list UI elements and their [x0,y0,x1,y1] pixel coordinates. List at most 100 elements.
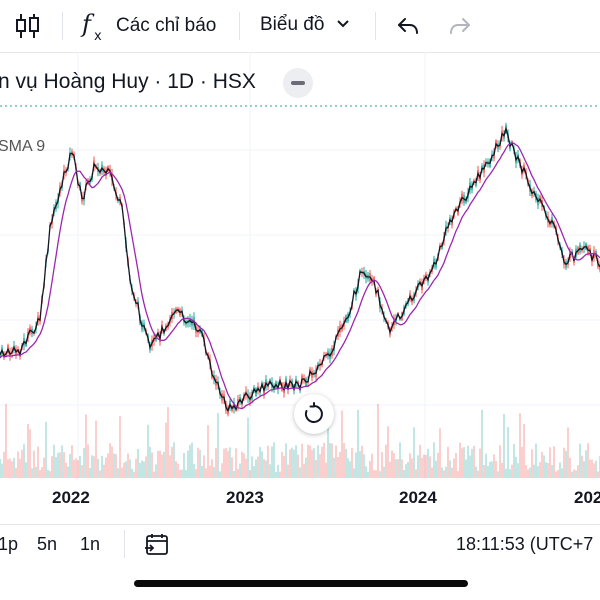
volume-bar [535,443,537,478]
range-button-1n[interactable]: 1n [80,534,101,554]
volume-bar [577,465,579,478]
volume-bar [71,445,73,478]
volume-bar [401,459,403,478]
volume-bar [313,448,315,478]
volume-bar [155,464,157,478]
volume-bar [491,461,493,478]
volume-bar [239,463,241,478]
time-axis[interactable] [0,480,600,518]
volume-bar [317,445,319,478]
volume-bar [533,464,535,478]
volume-bar [221,463,223,478]
volume-bar [591,459,593,478]
volume-bar [527,469,529,478]
volume-bar [173,442,175,478]
volume-bar [159,450,161,478]
volume-bar [61,445,63,478]
volume-bar [177,463,179,478]
chart-canvas[interactable] [0,52,600,482]
volume-bar [273,442,275,478]
volume-bar [107,453,109,478]
volume-bar [551,465,553,478]
volume-bar [431,467,433,478]
volume-bar [561,468,563,478]
volume-bar [449,460,451,478]
volume-bar [197,447,199,478]
volume-bar [459,442,461,478]
volume-bar [1,463,3,478]
volume-bar [139,463,141,478]
volume-bar [435,460,437,478]
volume-bar [409,453,411,478]
volume-bar [357,409,359,478]
price-candles [0,122,600,417]
volume-bar [81,465,83,478]
volume-bar [463,447,465,478]
redo-icon[interactable] [448,14,472,38]
timezone-clock[interactable]: 18:11:53 (UTC+7 [456,534,594,554]
volume-bar [441,467,443,478]
volume-bar [305,457,307,478]
volume-bar [5,403,7,478]
volume-bar [21,449,23,478]
volume-bar [277,464,279,478]
volume-bar [553,446,555,478]
volume-bar [69,454,71,478]
volume-bar [63,452,65,478]
sma-legend-label[interactable]: SMA 9 [0,138,46,155]
volume-bar [293,449,295,478]
volume-bar [447,446,449,478]
volume-bar [283,455,285,478]
volume-bar [325,462,327,478]
symbol-title[interactable]: n vụ Hoàng Huy · 1D · HSX [0,70,256,93]
volume-bar [497,471,499,478]
range-button-1p[interactable]: 1p [0,534,19,554]
volume-bar [345,448,347,478]
volume-bar [189,444,191,478]
chart-type-button[interactable]: Biểu đồ [260,14,350,36]
volume-bar [295,445,297,478]
volume-bar [3,451,5,478]
volume-bar [437,452,439,478]
volume-bar [427,448,429,478]
volume-bar [227,450,229,478]
volume-bar [47,469,49,478]
volume-bar [77,460,79,478]
price-close-line [0,126,600,413]
volume-bar [37,446,39,478]
go-to-date-icon[interactable] [144,532,170,563]
range-button-5n[interactable]: 5n [37,534,58,554]
volume-bar [105,457,107,478]
reset-chart-button[interactable] [294,394,334,434]
price-chart[interactable] [0,52,600,482]
volume-bar [255,459,257,478]
volume-bar [167,407,169,478]
volume-bar [471,448,473,478]
toolbar-divider [375,12,376,40]
candlestick-icon[interactable] [14,12,42,40]
volume-bar [279,471,281,478]
volume-bar [375,470,377,478]
collapse-legend-button[interactable] [283,68,313,98]
volume-bar [209,465,211,478]
indicators-button[interactable]: f x Các chỉ báo [80,10,216,44]
volume-bar [539,462,541,478]
volume-bar [203,455,205,478]
volume-bar [271,446,273,478]
volume-bar [541,452,543,478]
volume-bar [457,471,459,478]
volume-bar [529,467,531,478]
volume-bar [355,452,357,478]
volume-bar [99,470,101,478]
volume-bar [235,448,237,478]
volume-bar [153,471,155,478]
volume-bar [523,424,525,478]
volume-bar [413,427,415,478]
volume-bar [555,471,557,478]
volume-bar [329,443,331,478]
undo-icon[interactable] [396,14,420,38]
volume-bar [513,443,515,478]
chevron-down-icon [336,16,350,34]
volume-bar [237,469,239,478]
volume-bar [261,451,263,478]
